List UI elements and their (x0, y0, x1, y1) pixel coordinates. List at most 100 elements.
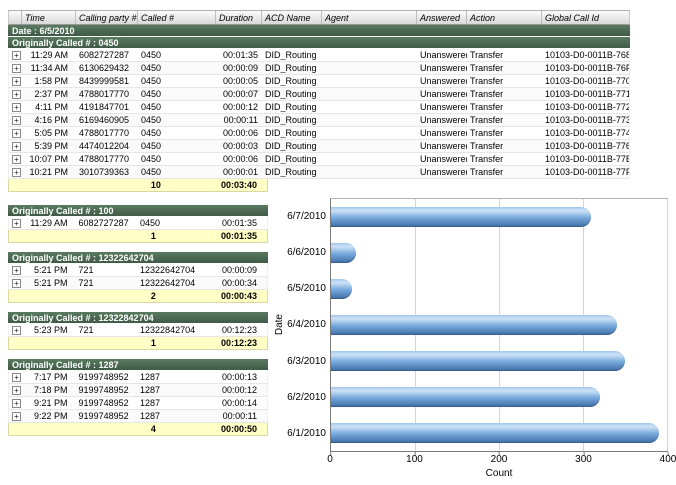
cell-dur: 00:00:07 (222, 89, 258, 99)
bar[interactable] (331, 351, 625, 371)
cell-called: 0450 (141, 89, 162, 99)
expand-icon[interactable]: + (12, 142, 21, 151)
col-header-time[interactable]: Time (22, 11, 76, 24)
cell-acd: DID_Routing (265, 50, 317, 60)
sub-table: Originally Called # : 100 +11:29 AM 608272… (8, 205, 268, 243)
bar-band (331, 415, 667, 451)
expand-icon[interactable]: + (12, 219, 21, 228)
cell-ans: Unanswered (420, 115, 467, 125)
cell-dur: 00:12:23 (221, 325, 258, 335)
col-header-called[interactable]: Called # (138, 11, 216, 24)
expand-icon[interactable]: + (12, 116, 21, 125)
cell-time: 11:29 AM (30, 50, 68, 60)
col-header-calling-party[interactable]: Calling party # (76, 11, 138, 24)
call-report-table: Time Calling party # Called # Duration A… (8, 10, 630, 192)
summary-count: 4 (150, 424, 156, 434)
cell-time: 1:58 PM (34, 76, 68, 86)
expand-icon[interactable]: + (12, 386, 21, 395)
col-header-agent[interactable]: Agent (322, 11, 417, 24)
summary-count: 1 (150, 338, 156, 348)
bar[interactable] (331, 315, 617, 335)
table-row[interactable]: +11:34 AM 6130629432 0450 00:00:09 DID_Routi… (8, 62, 630, 75)
table-row[interactable]: +1:58 PM 8439999581 0450 00:00:05 DID_Routin… (8, 75, 630, 88)
cell-gid: 10103-D0-0011B-771 (545, 89, 629, 99)
expand-icon[interactable]: + (12, 51, 21, 60)
bar-band (331, 271, 667, 307)
cell-calling: 4788017770 (79, 89, 130, 99)
table-row[interactable]: +5:05 PM 4788017770 0450 00:00:06 DID_Routin… (8, 127, 630, 140)
summary-duration: 00:00:50 (220, 424, 257, 434)
expand-icon[interactable]: + (12, 155, 21, 164)
expand-cell: + (9, 218, 22, 228)
expand-cell: + (9, 411, 22, 421)
table-row[interactable]: +9:22 PM 9199748952 1287 00:00:11 (8, 410, 268, 423)
cell-time: 2:37 PM (34, 89, 68, 99)
expand-icon[interactable]: + (12, 90, 21, 99)
table-row[interactable]: +5:21 PM 721 12322642704 00:00:09 (8, 264, 268, 277)
expand-cell: + (9, 278, 22, 288)
expand-icon[interactable]: + (12, 373, 21, 382)
expand-icon[interactable]: + (12, 326, 21, 335)
col-header-duration[interactable]: Duration (216, 11, 262, 24)
table-row[interactable]: +4:11 PM 4191847701 0450 00:00:12 DID_Routin… (8, 101, 630, 114)
cell-calling: 8439999581 (79, 76, 130, 86)
table-row[interactable]: +7:18 PM 9199748952 1287 00:00:12 (8, 384, 268, 397)
bar-band (331, 379, 667, 415)
expand-cell: + (9, 50, 22, 60)
table-row[interactable]: +5:23 PM 721 12322842704 00:12:23 (8, 324, 268, 337)
expand-cell: + (9, 325, 22, 335)
called-group-header: Originally Called # : 12322842704 (8, 312, 268, 324)
table-row[interactable]: +5:39 PM 4474012204 0450 00:00:03 DID_Routin… (8, 140, 630, 153)
col-header-acd-name[interactable]: ACD Name (262, 11, 322, 24)
chart-main: Date 6/7/2010 6/6/2010 6/5/2010 6/4/2010 6/3… (272, 198, 668, 452)
col-header-global-call-id[interactable]: Global Call Id (545, 13, 600, 23)
cell-dur: 00:00:12 (221, 385, 258, 395)
table-row[interactable]: +11:29 AM 6082727287 0450 00:01:35 DID_Routi… (8, 49, 630, 62)
expand-icon[interactable]: + (12, 77, 21, 86)
expand-icon[interactable]: + (12, 129, 21, 138)
chart-xtick-row: 0 100 200 300 400 (272, 452, 676, 466)
expand-icon[interactable]: + (12, 399, 21, 408)
bar[interactable] (331, 279, 352, 299)
cell-ans: Unanswered (420, 89, 467, 99)
expand-cell: + (9, 154, 22, 164)
cell-dur: 00:00:03 (222, 141, 258, 151)
y-tick-label: 6/2/2010 (287, 392, 326, 404)
expand-icon[interactable]: + (12, 412, 21, 421)
cell-calling: 721 (78, 278, 94, 288)
bar[interactable] (331, 207, 592, 227)
bar[interactable] (331, 387, 600, 407)
table-row[interactable]: +9:21 PM 9199748952 1287 00:00:14 (8, 397, 268, 410)
col-header-answered[interactable]: Answered (417, 11, 467, 24)
table-row[interactable]: +4:16 PM 6169460905 0450 00:00:11 DID_Routin… (8, 114, 630, 127)
x-tick-label: 300 (575, 452, 592, 465)
table-row[interactable]: +7:17 PM 9199748952 1287 00:00:13 (8, 371, 268, 384)
table-row[interactable]: +10:07 PM 4788017770 0450 00:00:06 DID_Routi… (8, 153, 630, 166)
bar[interactable] (331, 243, 357, 263)
summary-duration: 00:03:40 (220, 180, 257, 190)
x-tick-label: 200 (490, 452, 508, 465)
expand-icon[interactable]: + (12, 279, 21, 288)
sub-table: Originally Called # : 12322842704 +5:23 P… (8, 312, 268, 350)
expand-cell: + (9, 398, 22, 408)
table-row[interactable]: +10:21 PM 3010739363 0450 00:00:01 DID_Routi… (8, 166, 630, 179)
table-row[interactable]: +2:37 PM 4788017770 0450 00:00:07 DID_Routin… (8, 88, 630, 101)
expand-icon[interactable]: + (12, 168, 21, 177)
cell-gid: 10103-D0-0011B-773 (545, 115, 629, 125)
expand-icon[interactable]: + (12, 266, 21, 275)
cell-act: Transfer (470, 76, 504, 86)
expand-icon[interactable]: + (12, 103, 21, 112)
table-row[interactable]: +5:21 PM 721 12322642704 00:00:34 (8, 277, 268, 290)
y-tick-label: 6/7/2010 (287, 210, 326, 222)
table-row[interactable]: +11:29 AM 6082727287 0450 00:01:35 (8, 217, 268, 230)
cell-dur: 00:00:06 (222, 154, 258, 164)
expand-icon[interactable]: + (12, 64, 21, 73)
cell-acd: DID_Routing (265, 115, 317, 125)
cell-time: 7:17 PM (34, 372, 68, 382)
bar[interactable] (331, 423, 659, 443)
cell-time: 7:18 PM (34, 385, 68, 395)
cell-gid: 10103-D0-0011B-77E (545, 154, 629, 164)
col-header-action[interactable]: Action (467, 11, 542, 24)
bar-band (331, 199, 667, 235)
cell-called: 0450 (141, 63, 162, 73)
